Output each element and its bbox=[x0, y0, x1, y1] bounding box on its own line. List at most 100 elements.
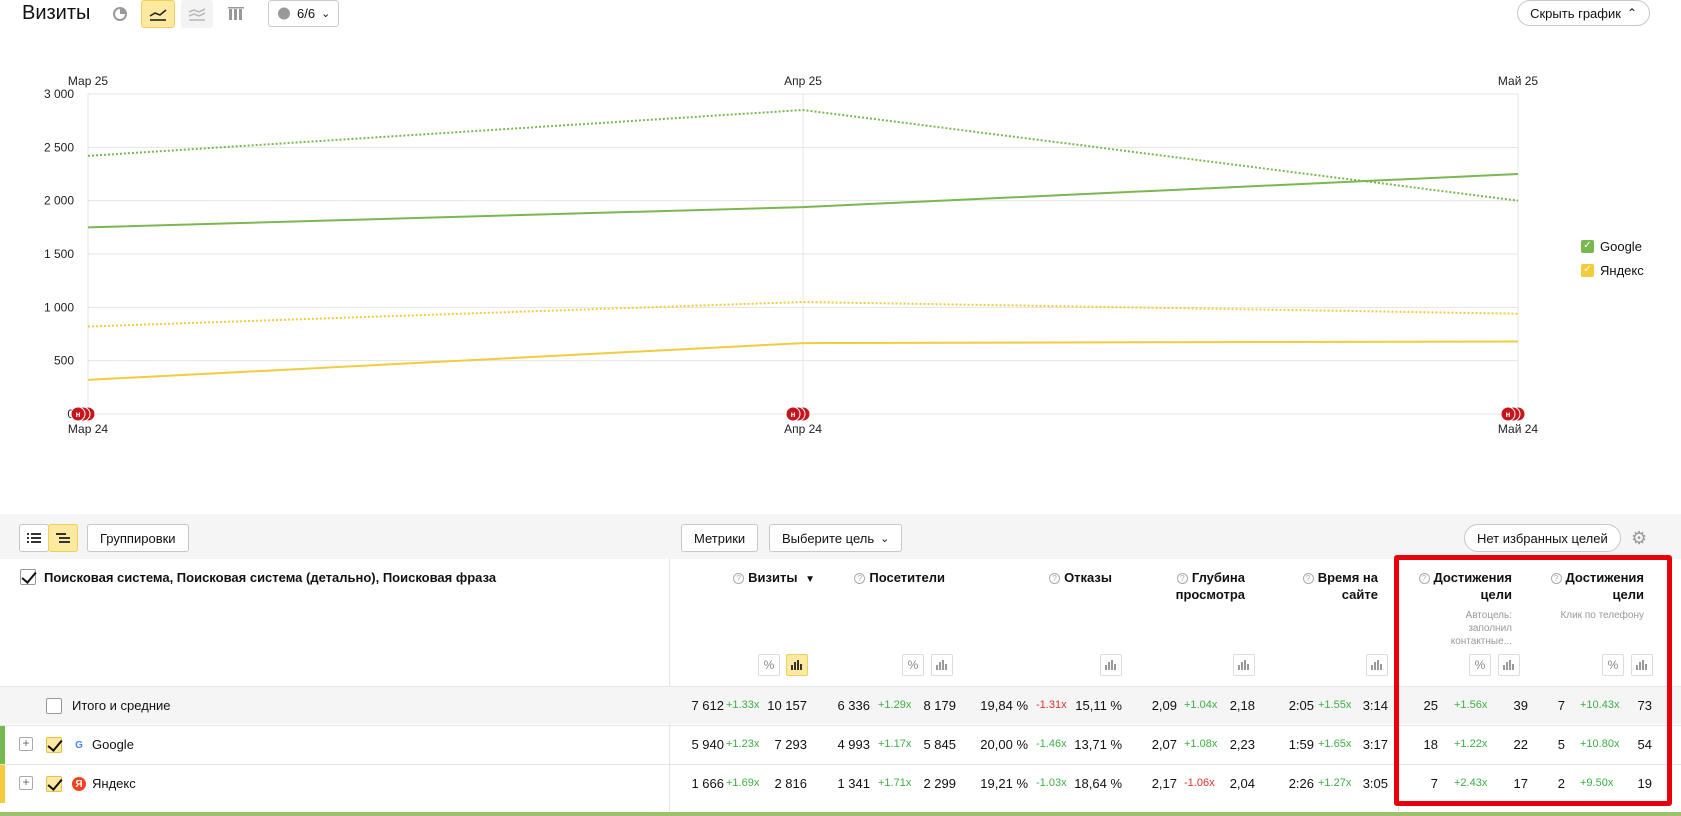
time-chart-toggle[interactable] bbox=[1366, 654, 1388, 676]
column-bounces[interactable]: ? Отказы bbox=[1000, 569, 1112, 586]
row-checkbox[interactable] bbox=[46, 737, 62, 753]
column-visits[interactable]: ? Визиты ▼ bbox=[700, 569, 815, 588]
depth-compare: 2,23 bbox=[1229, 737, 1255, 752]
segment-dropdown[interactable]: 6/6 ⌄ bbox=[268, 0, 340, 27]
column-time-on-site[interactable]: ? Время на сайте bbox=[1290, 569, 1378, 603]
legend-item-google[interactable]: ✓ Google bbox=[1581, 234, 1644, 258]
hide-chart-label: Скрыть график bbox=[1530, 5, 1621, 21]
flat-view-button[interactable] bbox=[19, 524, 49, 552]
x-tick-label: Апр 24 bbox=[784, 422, 822, 436]
bounces-value: 19,84 % bbox=[980, 698, 1028, 713]
row-checkbox[interactable] bbox=[46, 698, 62, 714]
help-icon[interactable]: ? bbox=[1176, 573, 1188, 584]
help-icon[interactable]: ? bbox=[1302, 573, 1314, 584]
x-tick-label-compare: Апр 25 bbox=[784, 74, 822, 88]
tree-view-button[interactable] bbox=[48, 524, 78, 552]
bar-chart-button[interactable] bbox=[221, 0, 251, 28]
series-line bbox=[87, 340, 1519, 381]
help-icon[interactable]: ? bbox=[1550, 573, 1562, 584]
help-icon[interactable]: ? bbox=[854, 573, 866, 584]
select-all-checkbox[interactable] bbox=[20, 569, 36, 585]
bounces-delta: -1.03x bbox=[1036, 777, 1067, 789]
hide-chart-button[interactable]: Скрыть график ⌃ bbox=[1517, 0, 1650, 26]
visits-compare: 7 293 bbox=[774, 737, 807, 752]
visitors-value: 6 336 bbox=[837, 698, 870, 713]
bounces-compare: 15,11 % bbox=[1075, 698, 1122, 713]
report-header: Визиты 6/6 ⌄ Скрыть bbox=[0, 0, 1681, 34]
area-chart-button[interactable] bbox=[181, 0, 213, 28]
visits-delta: +1.69x bbox=[726, 777, 760, 789]
list-icon bbox=[27, 533, 41, 543]
google-logo-icon: G bbox=[75, 739, 83, 751]
event-marker-label: н bbox=[1506, 410, 1511, 419]
legend-checkbox-google[interactable]: ✓ bbox=[1581, 239, 1594, 253]
visits-chart-toggle[interactable] bbox=[786, 654, 808, 676]
bottom-scroll-bar bbox=[0, 812, 1681, 816]
row-checkbox[interactable] bbox=[46, 776, 62, 792]
legend-label-google: Google bbox=[1600, 238, 1642, 254]
legend-item-yandex[interactable]: ✓ Яндекс bbox=[1581, 258, 1644, 282]
depth-compare: 2,18 bbox=[1229, 698, 1255, 713]
goal-select-dropdown[interactable]: Выберите цель ⌄ bbox=[769, 524, 903, 552]
bar-icon bbox=[1503, 660, 1514, 670]
column-goal-autoform[interactable]: ? Достижения цели bbox=[1400, 569, 1512, 603]
time-value: 2:05 bbox=[1288, 698, 1314, 713]
no-favorite-goals-button[interactable]: Нет избранных целей bbox=[1464, 524, 1621, 552]
time-delta: +1.65x bbox=[1318, 738, 1352, 750]
depth-delta: +1.04x bbox=[1184, 699, 1218, 711]
depth-chart-toggle[interactable] bbox=[1233, 654, 1255, 676]
goal2-value: 2 bbox=[1557, 776, 1565, 791]
goal1-chart-toggle[interactable] bbox=[1498, 654, 1520, 676]
bounces-compare: 18,64 % bbox=[1074, 776, 1122, 791]
comment-icon bbox=[278, 7, 290, 19]
goal2-percent-toggle[interactable]: % bbox=[1602, 654, 1624, 676]
visitors-chart-toggle[interactable] bbox=[931, 654, 953, 676]
x-tick-label-compare: Май 25 bbox=[1498, 74, 1539, 88]
goal1-compare: 39 bbox=[1513, 698, 1528, 713]
event-marker-icon bbox=[1500, 406, 1516, 422]
bounces-chart-toggle[interactable] bbox=[1100, 654, 1122, 676]
data-table: Поисковая система, Поисковая система (де… bbox=[0, 559, 1681, 816]
column-goal-phone-click[interactable]: ? Достижения цели bbox=[1530, 569, 1644, 603]
table-row-google: + G Google 5 940 +1.23x 7 293 4 993 +1.1… bbox=[0, 725, 1681, 764]
time-compare: 3:17 bbox=[1362, 737, 1388, 752]
help-icon[interactable]: ? bbox=[1418, 573, 1430, 584]
pie-chart-icon bbox=[113, 7, 127, 21]
line-chart-button[interactable] bbox=[141, 0, 175, 28]
row-label[interactable]: Яндекс bbox=[92, 776, 136, 791]
legend-checkbox-yandex[interactable]: ✓ bbox=[1581, 263, 1594, 277]
depth-value: 2,17 bbox=[1151, 776, 1177, 791]
help-icon[interactable]: ? bbox=[1049, 573, 1061, 584]
gear-icon[interactable]: ⚙ bbox=[1631, 528, 1648, 548]
visitors-compare: 2 299 bbox=[923, 776, 956, 791]
expand-row-button[interactable]: + bbox=[19, 776, 33, 790]
column-depth[interactable]: ? Глубина просмотра bbox=[1175, 570, 1245, 602]
visits-compare: 2 816 bbox=[774, 776, 807, 791]
bounces-delta: -1.31x bbox=[1036, 699, 1067, 711]
row-label[interactable]: Google bbox=[92, 737, 134, 752]
tree-list-icon bbox=[56, 533, 70, 543]
row-label: Итого и средние bbox=[72, 698, 171, 713]
goal1-percent-toggle[interactable]: % bbox=[1469, 654, 1491, 676]
visits-compare: 10 157 bbox=[767, 698, 807, 713]
goal1-delta: +1.22x bbox=[1454, 738, 1488, 750]
groupings-button[interactable]: Группировки bbox=[87, 524, 189, 552]
goal2-compare: 54 bbox=[1637, 737, 1652, 752]
sort-desc-icon[interactable]: ▼ bbox=[805, 574, 815, 585]
goal-select-label: Выберите цель bbox=[782, 530, 875, 546]
pie-chart-button[interactable] bbox=[105, 0, 135, 28]
time-value: 1:59 bbox=[1288, 737, 1314, 752]
visitors-percent-toggle[interactable]: % bbox=[902, 654, 924, 676]
goal2-chart-toggle[interactable] bbox=[1631, 654, 1653, 676]
y-tick-label: 1 500 bbox=[44, 247, 74, 261]
expand-row-button[interactable]: + bbox=[19, 737, 33, 751]
help-icon[interactable]: ? bbox=[733, 573, 745, 584]
metrics-button[interactable]: Метрики bbox=[681, 524, 759, 552]
visits-percent-toggle[interactable]: % bbox=[758, 654, 780, 676]
column-visitors[interactable]: ? Посетители bbox=[840, 569, 945, 586]
visitors-compare: 8 179 bbox=[923, 698, 956, 713]
x-tick-label: Мар 24 bbox=[68, 422, 108, 436]
y-tick-label: 3 000 bbox=[44, 87, 74, 101]
y-tick-label: 1 000 bbox=[44, 300, 74, 314]
